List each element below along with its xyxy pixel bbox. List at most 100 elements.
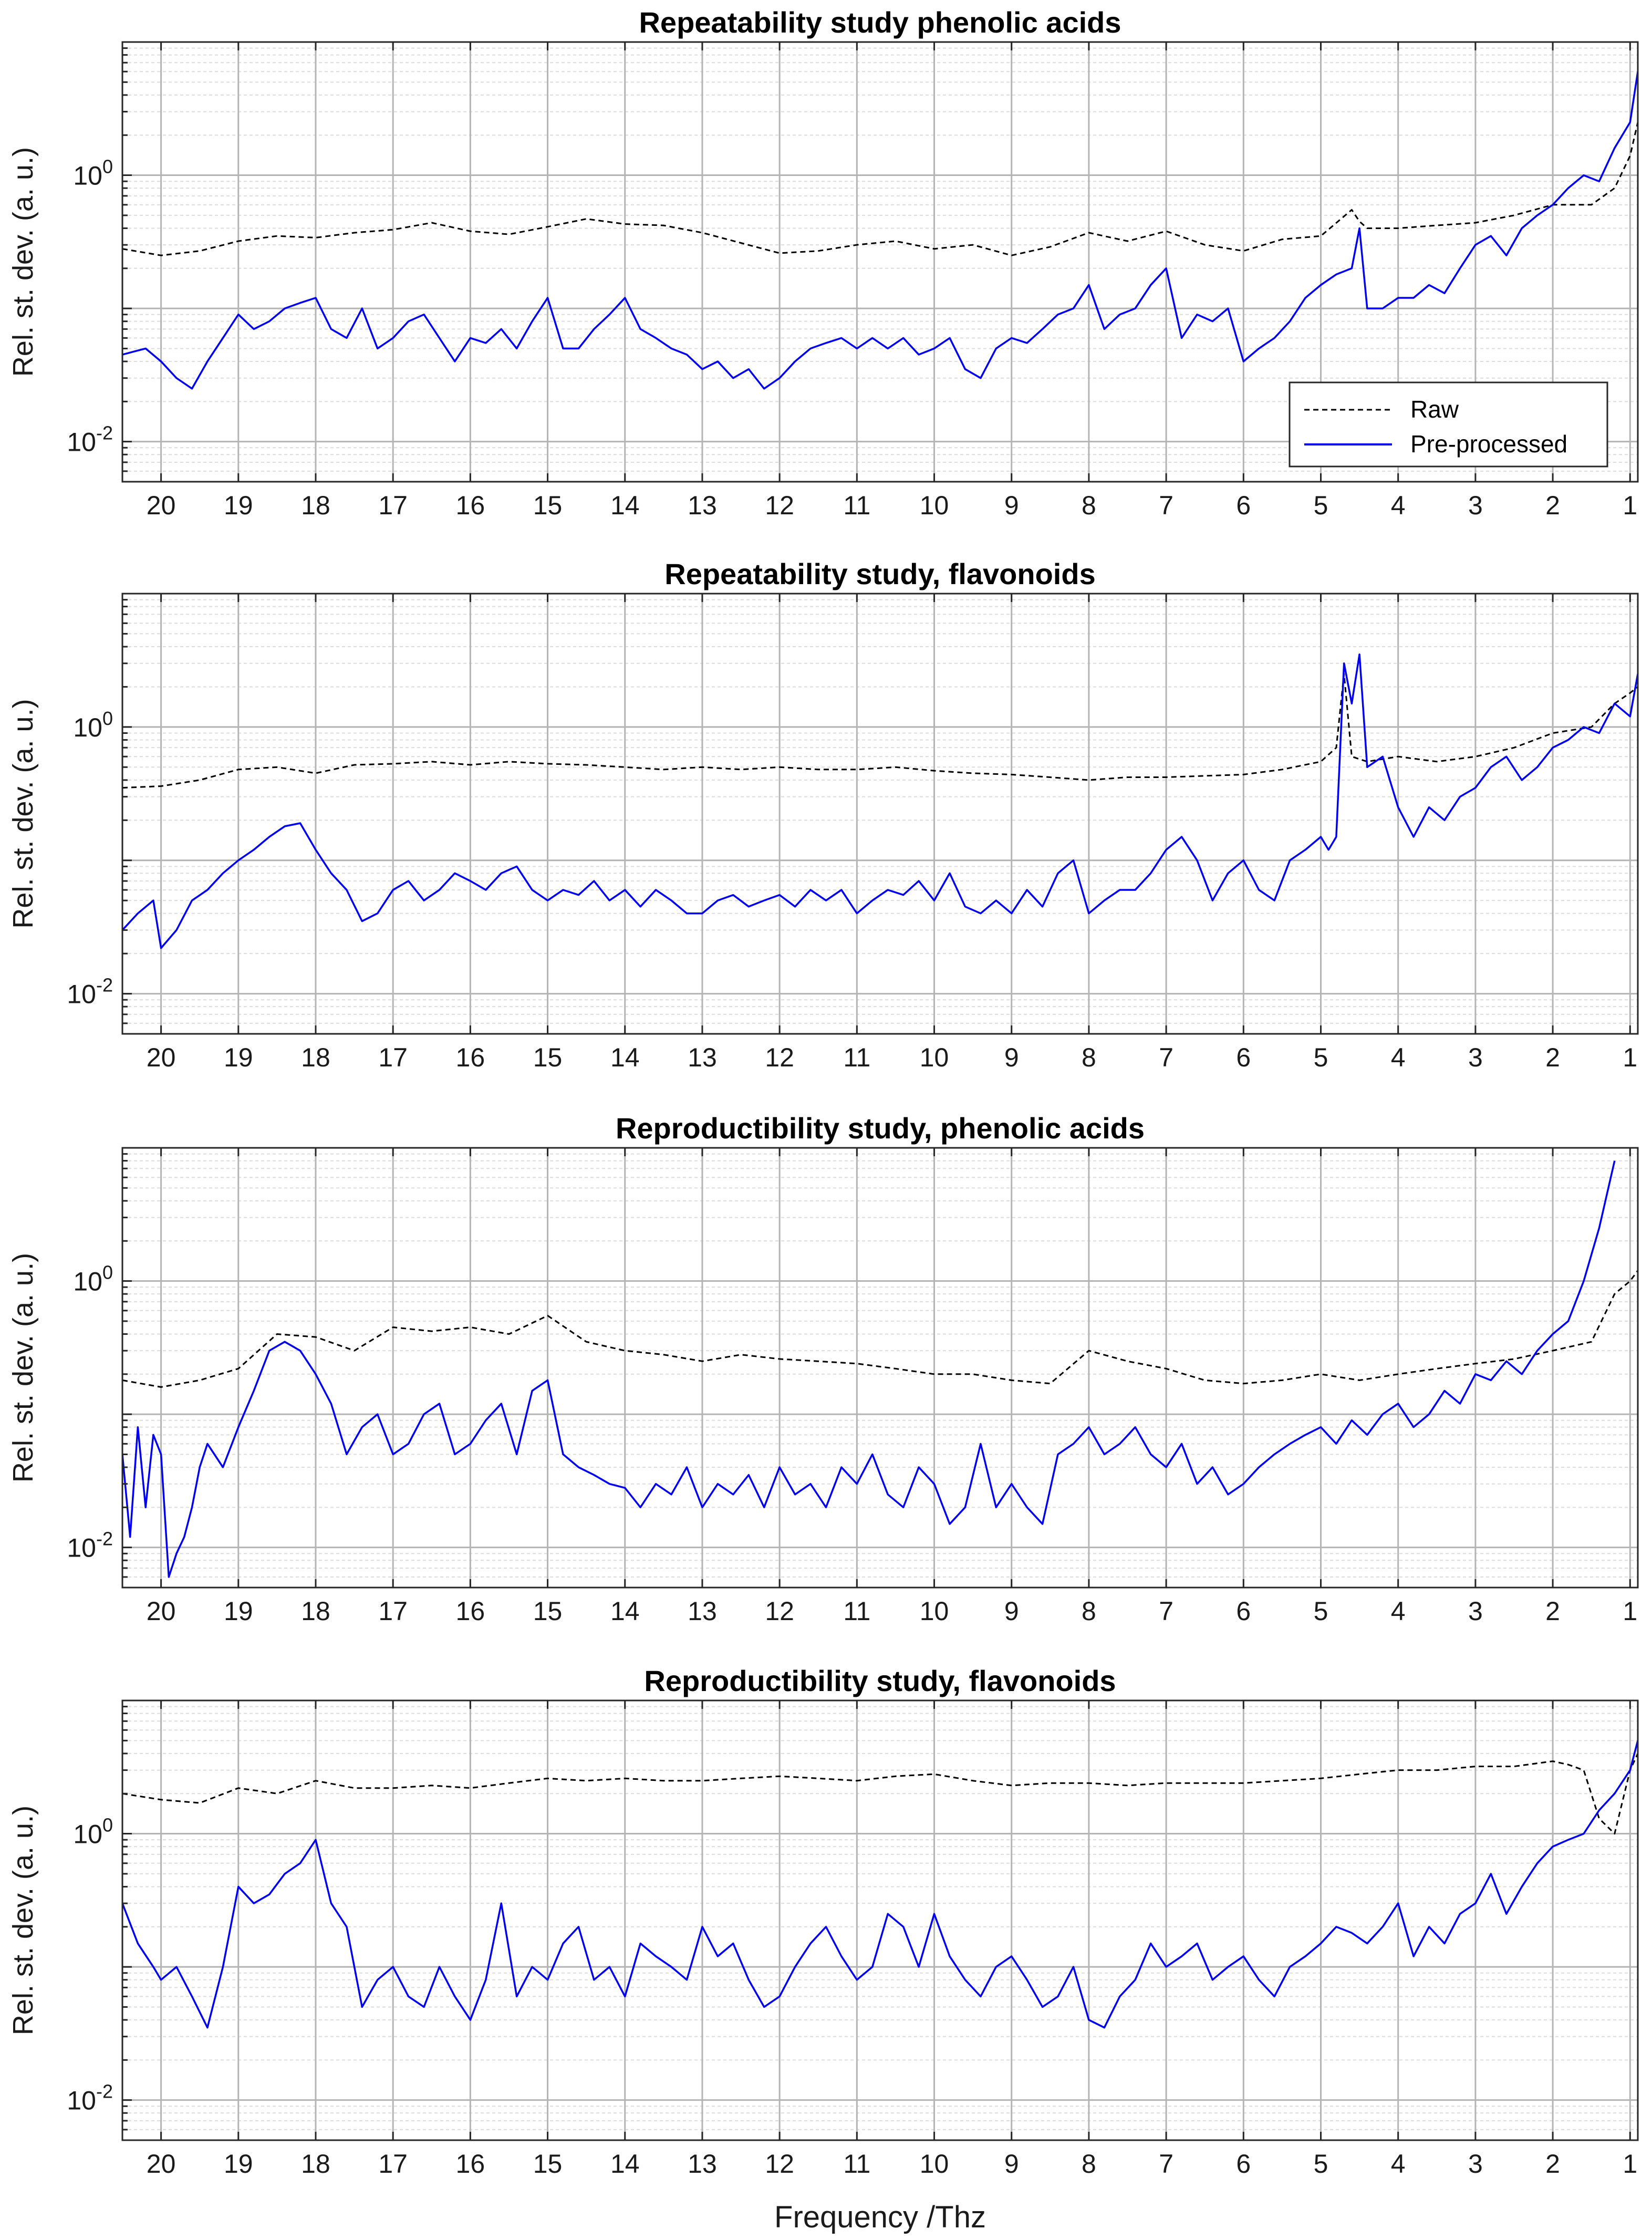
x-tick-label: 5	[1314, 1043, 1328, 1072]
y-tick-label: 10-2	[67, 422, 113, 457]
x-tick-label: 11	[843, 1043, 870, 1072]
x-tick-label: 13	[688, 2149, 717, 2179]
x-tick-label: 20	[147, 491, 176, 520]
x-tick-label: 13	[688, 491, 717, 520]
x-tick-label: 5	[1314, 1596, 1328, 1626]
x-tick-label: 3	[1468, 2149, 1483, 2179]
x-tick-label: 3	[1468, 491, 1483, 520]
y-tick-label: 100	[73, 708, 113, 742]
x-tick-label: 10	[920, 491, 949, 520]
preprocessed-series-line	[122, 1740, 1638, 2029]
y-tick-label: 100	[73, 1262, 113, 1297]
x-tick-label: 12	[765, 491, 794, 520]
x-tick-label: 14	[610, 1596, 640, 1626]
x-tick-label: 7	[1159, 2149, 1173, 2179]
x-tick-label: 20	[147, 1043, 176, 1072]
y-tick-label: 100	[73, 1814, 113, 1849]
x-tick-label: 11	[843, 1596, 870, 1626]
x-tick-label: 8	[1082, 491, 1096, 520]
tick-exponent: -2	[96, 1528, 113, 1550]
x-tick-label: 10	[920, 1596, 949, 1626]
y-tick-label: 10-2	[67, 2081, 113, 2115]
tick-exponent: -2	[96, 422, 113, 444]
axes-frame	[121, 41, 1639, 483]
x-tick-label: 18	[301, 1596, 330, 1626]
x-tick-label: 11	[843, 2149, 870, 2179]
axes-frame	[121, 1147, 1639, 1589]
x-tick-label: 2	[1545, 2149, 1560, 2179]
series-group	[122, 1160, 1638, 1578]
x-tick-label: 15	[533, 1596, 563, 1626]
tick-exponent: 0	[102, 1814, 113, 1836]
x-tick-label: 17	[378, 491, 408, 520]
x-tick-label: 14	[610, 2149, 640, 2179]
x-tick-label: 4	[1391, 1043, 1406, 1072]
plot-area	[122, 594, 1638, 1034]
preprocessed-series-line	[122, 653, 1638, 949]
y-axis-label: Rel. st. dev. (a. u.)	[7, 147, 39, 377]
y-axis-label: Rel. st. dev. (a. u.)	[7, 699, 39, 928]
x-tick-label: 19	[224, 2149, 253, 2179]
tick-base: 10	[73, 1820, 102, 1849]
x-tick-label: 1	[1623, 1043, 1637, 1072]
x-tick-label: 12	[765, 1596, 794, 1626]
series-group	[122, 653, 1638, 949]
x-tick-label: 11	[843, 491, 870, 520]
x-tick-label: 14	[610, 491, 640, 520]
x-tick-label: 12	[765, 2149, 794, 2179]
x-tick-label: 7	[1159, 491, 1173, 520]
x-tick-label: 20	[147, 1596, 176, 1626]
panel-title: Repeatability study, flavonoids	[664, 557, 1095, 590]
tick-exponent: 0	[102, 708, 113, 729]
legend: Raw Pre-processed	[1289, 381, 1608, 468]
x-tick-label: 14	[610, 1043, 640, 1072]
x-tick-label: 1	[1623, 1596, 1637, 1626]
x-tick-label: 15	[533, 1043, 563, 1072]
x-tick-label: 10	[920, 2149, 949, 2179]
panel-title: Repeatability study phenolic acids	[639, 6, 1121, 39]
x-tick-label: 4	[1391, 1596, 1406, 1626]
panel-title: Reproductibility study, phenolic acids	[616, 1112, 1145, 1145]
x-tick-label: 17	[378, 1043, 408, 1072]
x-tick-label: 3	[1468, 1043, 1483, 1072]
y-tick-label: 10-2	[67, 974, 113, 1009]
x-tick-label: 5	[1314, 2149, 1328, 2179]
x-tick-label: 20	[147, 2149, 176, 2179]
tick-exponent: -2	[96, 974, 113, 996]
x-tick-label: 8	[1082, 2149, 1096, 2179]
series-group	[122, 71, 1638, 390]
y-tick-label: 10-2	[67, 1528, 113, 1563]
x-tick-label: 13	[688, 1596, 717, 1626]
x-tick-label: 19	[224, 491, 253, 520]
x-tick-label: 9	[1004, 491, 1019, 520]
y-tick-label: 100	[73, 156, 113, 191]
x-tick-label: 8	[1082, 1043, 1096, 1072]
tick-exponent: 0	[102, 156, 113, 178]
raw-series-line	[122, 1753, 1638, 1835]
x-tick-label: 6	[1236, 1043, 1251, 1072]
x-axis-label: Frequency /Thz	[774, 2200, 986, 2234]
series-group	[122, 1740, 1638, 2029]
x-tick-label: 3	[1468, 1596, 1483, 1626]
x-tick-label: 17	[378, 2149, 408, 2179]
x-tick-label: 9	[1004, 1596, 1019, 1626]
panel-title: Reproductibility study, flavonoids	[644, 1664, 1116, 1697]
plot-area	[122, 1700, 1638, 2140]
tick-base: 10	[73, 161, 102, 191]
x-tick-label: 5	[1314, 491, 1328, 520]
x-tick-label: 10	[920, 1043, 949, 1072]
x-tick-label: 2	[1545, 491, 1560, 520]
axes-frame	[121, 593, 1639, 1035]
x-tick-label: 7	[1159, 1596, 1173, 1626]
tick-exponent: 0	[102, 1262, 113, 1283]
tick-base: 10	[67, 2086, 96, 2115]
x-tick-label: 15	[533, 491, 563, 520]
tick-base: 10	[73, 1267, 102, 1297]
panel-1: 20 19 18 17 16 15 14 13 12 11 10 9 8 7 6 5 4 3 2 110-2100Re…	[7, 6, 1639, 520]
tick-base: 10	[73, 713, 102, 742]
x-tick-label: 6	[1236, 491, 1251, 520]
x-tick-label: 7	[1159, 1043, 1173, 1072]
x-tick-label: 8	[1082, 1596, 1096, 1626]
panel-2: 20 19 18 17 16 15 14 13 12 11 10 9 8 7 6 5 4 3 2 110-2100Re…	[7, 557, 1639, 1072]
